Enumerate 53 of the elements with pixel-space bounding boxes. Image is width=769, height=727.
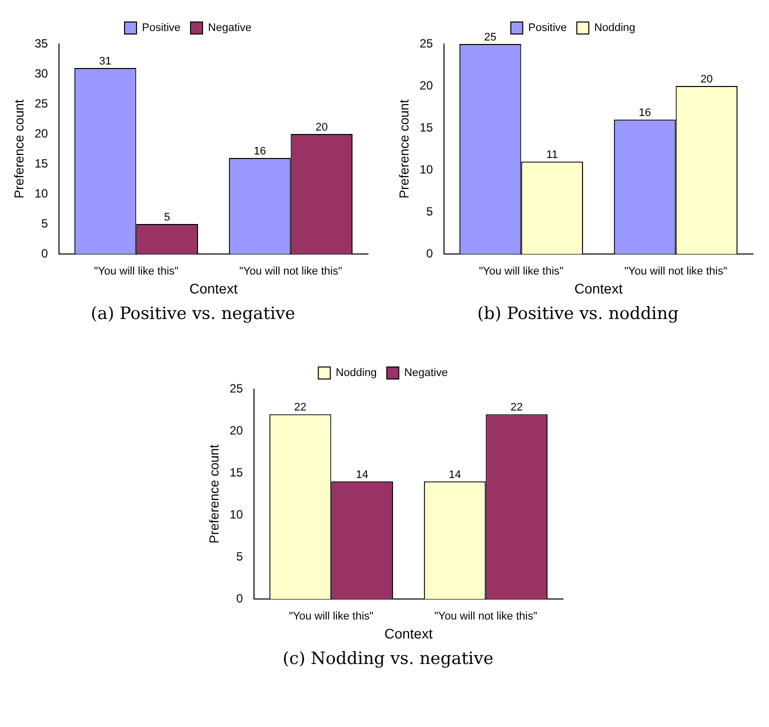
legend-label: Positive: [142, 22, 181, 34]
y-tick-label: 5: [41, 216, 48, 230]
y-tick-label: 30: [34, 66, 48, 80]
data-label: 20: [700, 74, 713, 86]
data-label: 25: [484, 32, 496, 44]
text: (b) Positive vs. nodding: [476, 304, 680, 324]
legend-label: Nodding: [336, 367, 377, 380]
data-label: 14: [356, 468, 368, 481]
x-tick-label: "You will not like this": [624, 266, 728, 278]
y-tick-label: 15: [420, 120, 434, 134]
data-label: 22: [510, 402, 523, 414]
data-label: 11: [546, 149, 558, 162]
y-tick-label: 10: [230, 507, 244, 522]
y-tick-label: 10: [420, 162, 434, 176]
y-tick-label: 5: [236, 549, 244, 564]
x-axis-title: Context: [384, 625, 433, 642]
data-label: 20: [316, 122, 328, 134]
x-tick-label: "You will not like this": [434, 610, 538, 623]
y-tick-label: 15: [34, 156, 48, 170]
y-tick-label: 0: [426, 246, 434, 260]
x-tick-label: "You will like this": [478, 266, 564, 278]
y-tick-label: 0: [236, 591, 244, 606]
y-tick-label: 25: [230, 381, 244, 396]
data-label: 14: [448, 468, 461, 481]
y-tick-label: 20: [230, 423, 244, 438]
data-label: 16: [254, 146, 266, 158]
legend-label: Positive: [528, 22, 567, 34]
y-tick-label: 0: [41, 246, 48, 260]
x-axis-title: Context: [574, 280, 623, 296]
text: (a) Positive vs. negative: [90, 304, 296, 324]
legend-label: Nodding: [594, 22, 636, 34]
x-tick-label: "You will not like this": [239, 266, 342, 278]
y-tick-label: 20: [420, 78, 434, 92]
y-tick-label: 5: [426, 204, 434, 218]
x-tick-label: "You will like this": [94, 266, 179, 278]
legend-label: Negative: [208, 22, 252, 34]
y-axis-title: Preference count: [11, 99, 26, 199]
text: (c) Nodding vs. negative: [282, 649, 494, 669]
data-label: 22: [294, 402, 306, 414]
y-tick-label: 10: [34, 186, 48, 200]
y-tick-label: 15: [230, 465, 244, 480]
data-label: 31: [99, 56, 112, 68]
x-tick-label: "You will like this": [288, 610, 374, 623]
y-tick-label: 25: [34, 96, 48, 110]
y-axis-title: Preference count: [206, 444, 222, 544]
y-axis-title: Preference count: [396, 99, 412, 199]
data-label: 5: [164, 212, 170, 224]
y-tick-label: 25: [420, 36, 434, 50]
x-axis-title: Context: [189, 280, 238, 296]
y-tick-label: 20: [34, 126, 48, 140]
y-tick-label: 35: [34, 36, 48, 50]
legend-label: Negative: [404, 367, 448, 380]
data-label: 16: [638, 107, 651, 120]
